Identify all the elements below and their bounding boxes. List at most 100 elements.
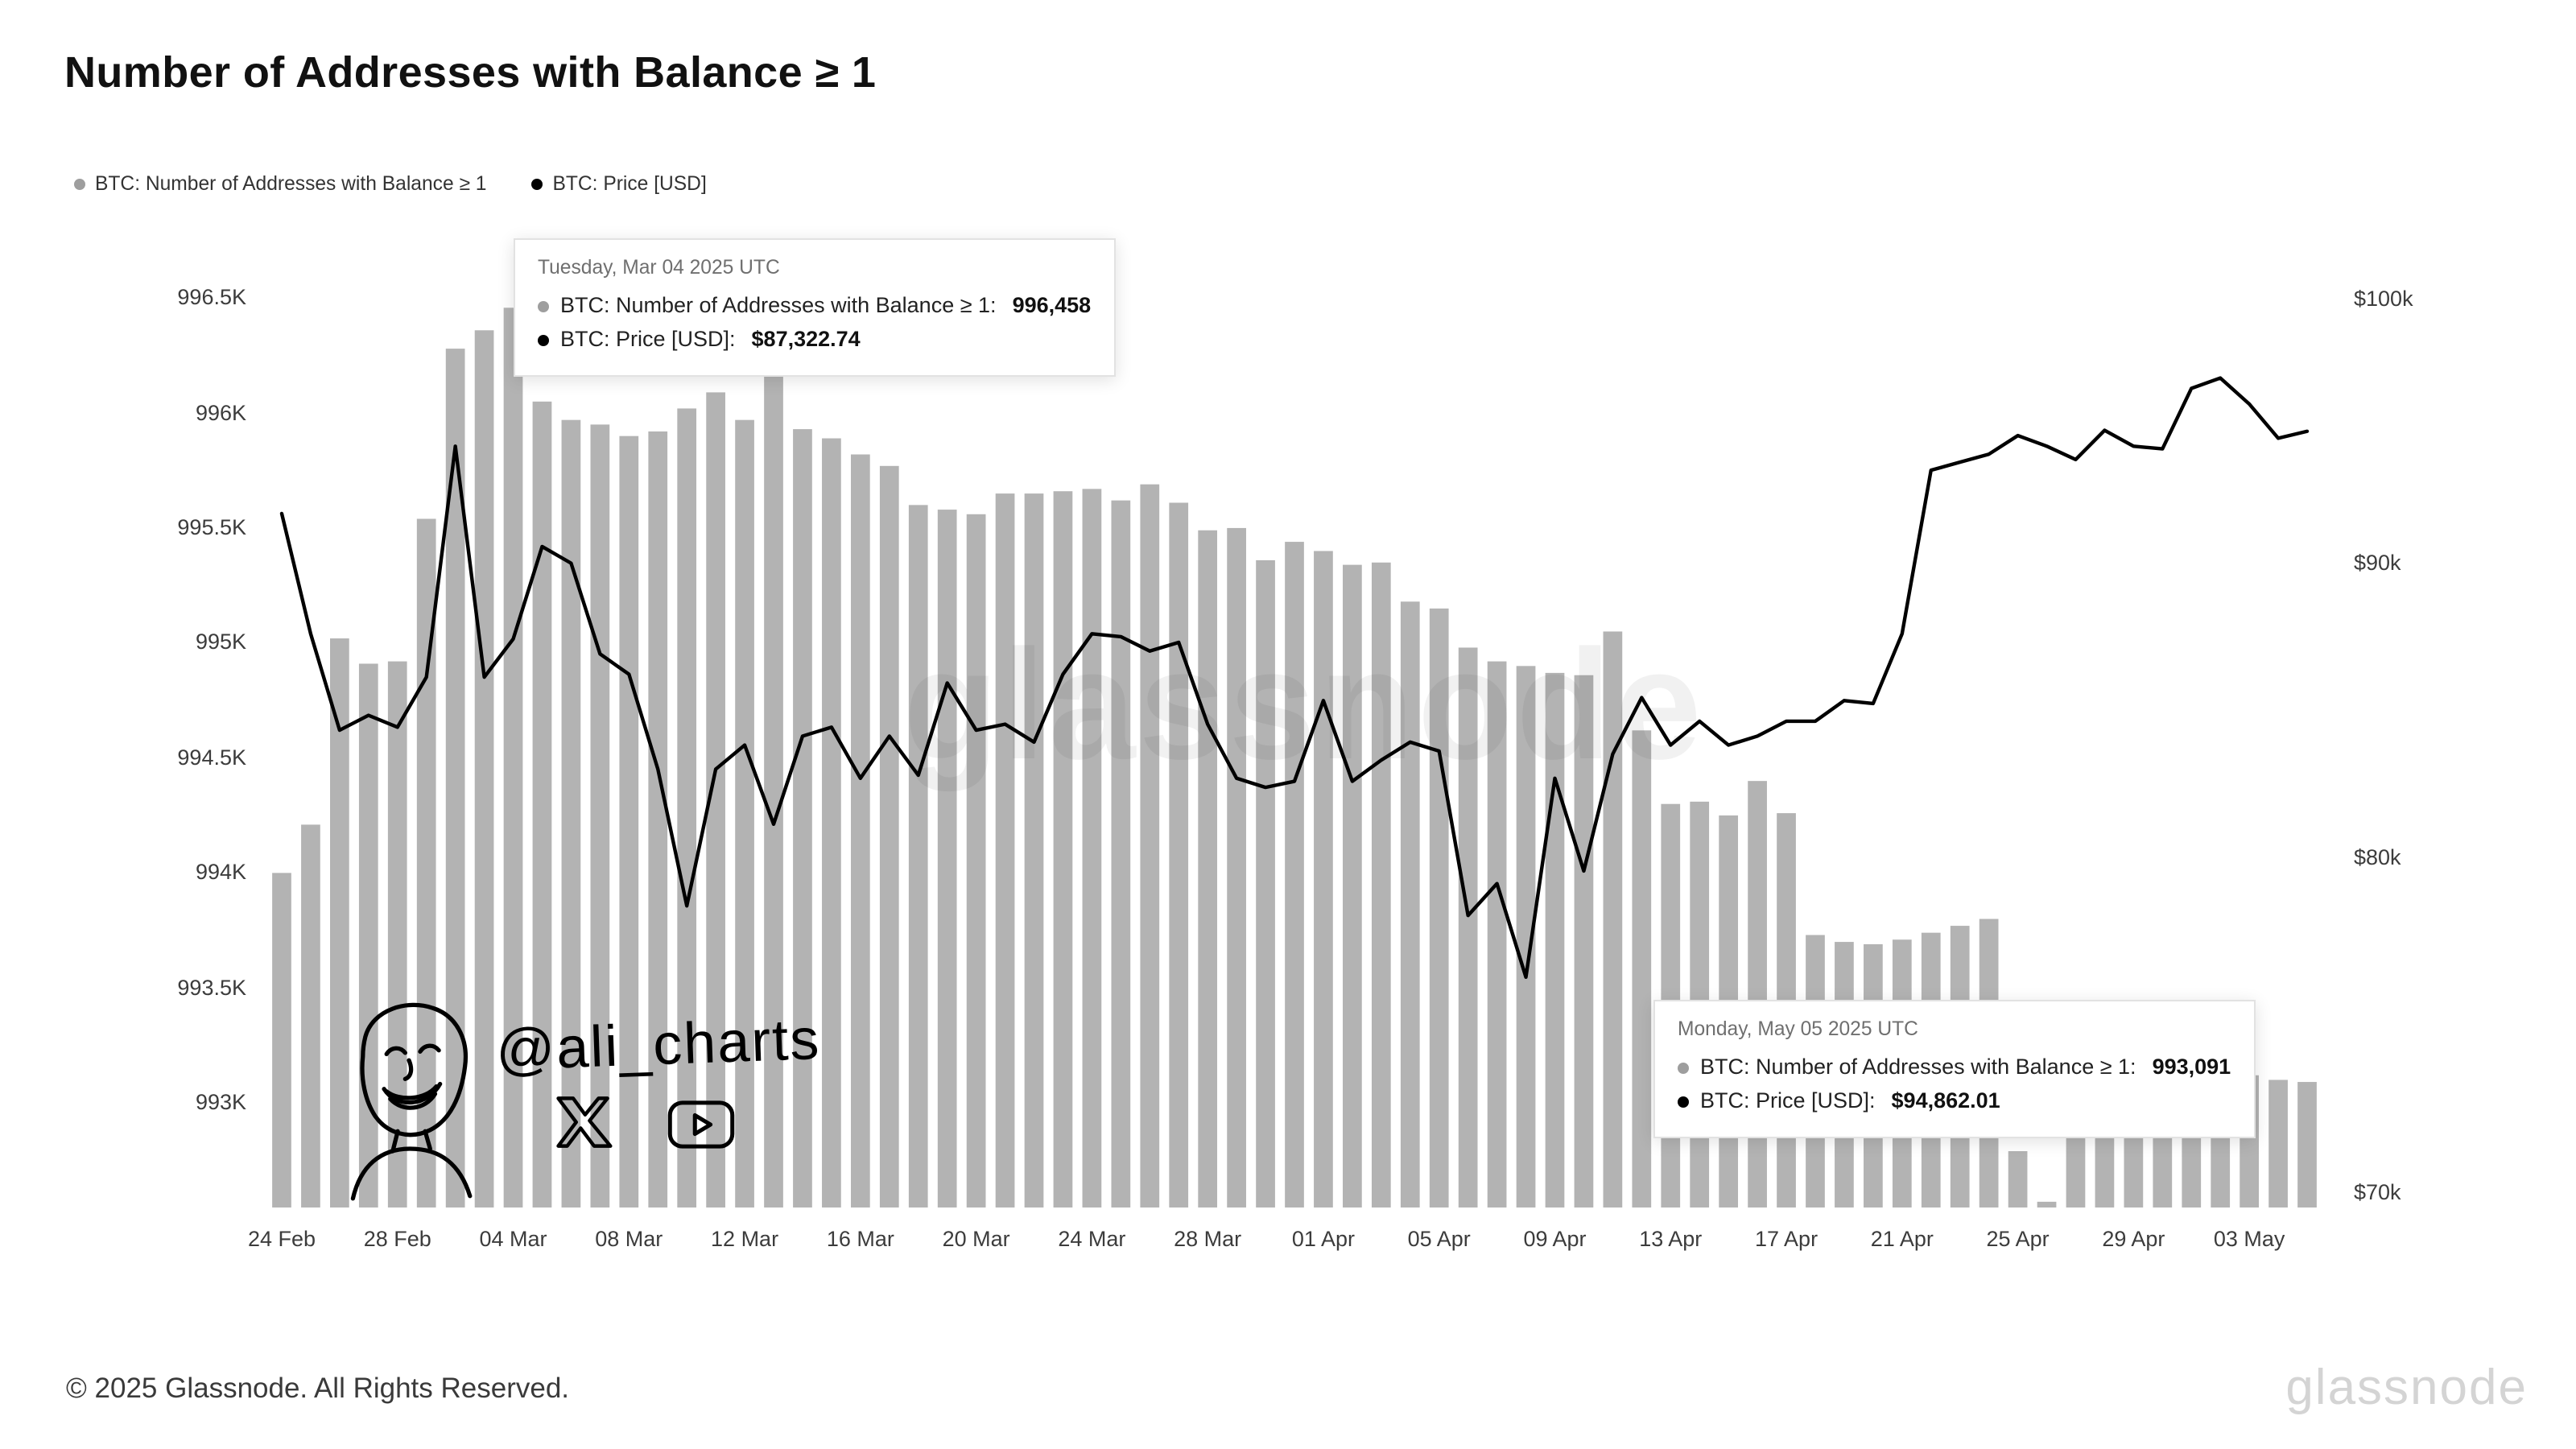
legend-dot-addresses-icon [74, 178, 85, 189]
bar [706, 392, 725, 1208]
axis-tick-label: 13 Apr [1639, 1227, 1703, 1251]
axis-tick-label: 994K [195, 860, 246, 885]
bar [561, 419, 581, 1208]
tooltip-date: Tuesday, Mar 04 2025 UTC [538, 256, 780, 279]
laughing-face-icon [350, 1002, 473, 1201]
bar [1343, 564, 1362, 1208]
bar [1400, 601, 1420, 1208]
axis-tick-label: $90k [2354, 550, 2401, 575]
tooltip-label: BTC: Price [USD]: [1700, 1088, 1876, 1113]
bar [735, 419, 754, 1208]
bar [764, 341, 783, 1208]
bar [2037, 1201, 2057, 1208]
axis-tick-label: 995.5K [177, 514, 246, 539]
bar [387, 661, 407, 1208]
axis-tick-label: 993.5K [177, 975, 246, 1000]
tooltip-label: BTC: Number of Addresses with Balance ≥ … [560, 293, 997, 317]
bar [416, 518, 436, 1208]
legend-item-addresses[interactable]: BTC: Number of Addresses with Balance ≥ … [74, 172, 486, 195]
bar [1574, 675, 1594, 1208]
axis-tick-label: $70k [2354, 1180, 2401, 1205]
x-logo-icon [556, 1096, 613, 1148]
bar [1487, 661, 1507, 1208]
tooltip-value: $87,322.74 [751, 326, 861, 351]
axis-tick-label: 04 Mar [479, 1227, 547, 1251]
bar [1227, 527, 1246, 1208]
axis-tick-label: 996.5K [177, 285, 246, 310]
bar [1140, 484, 1160, 1208]
bar [1024, 493, 1044, 1208]
legend-label-price: BTC: Price [USD] [552, 172, 707, 195]
series-dot-price-icon [1678, 1096, 1689, 1108]
tooltip-value: 993,091 [2152, 1055, 2231, 1079]
axis-tick-label: 09 Apr [1523, 1227, 1587, 1251]
bar [648, 431, 668, 1208]
axis-tick-label: 08 Mar [595, 1227, 663, 1251]
axis-tick-label: 995K [195, 630, 246, 654]
axis-tick-label: 17 Apr [1755, 1227, 1818, 1251]
page-title: Number of Addresses with Balance ≥ 1 [64, 48, 877, 97]
bar [272, 873, 291, 1208]
ali-charts-watermark: @ali_charts [316, 966, 847, 1224]
bar [1082, 489, 1102, 1208]
bar [908, 505, 928, 1208]
bar [532, 401, 552, 1208]
tooltip-label: BTC: Price [USD]: [560, 326, 736, 351]
series-dot-addresses-icon [538, 300, 549, 312]
bar [1603, 631, 1623, 1208]
bar [1256, 559, 1275, 1208]
axis-tick-label: 993K [195, 1090, 246, 1115]
bar [1748, 781, 1767, 1208]
bar [619, 436, 639, 1208]
bar [1458, 647, 1478, 1208]
bar [445, 349, 465, 1208]
series-dot-price-icon [538, 334, 549, 346]
axis-tick-label: 03 May [2213, 1227, 2285, 1251]
bar [590, 424, 610, 1208]
axis-tick-label: 24 Feb [247, 1227, 316, 1251]
legend-item-price[interactable]: BTC: Price [USD] [531, 172, 707, 195]
axis-tick-label: 12 Mar [711, 1227, 779, 1251]
tooltip-label: BTC: Number of Addresses with Balance ≥ … [1700, 1055, 2136, 1079]
bar [2008, 1151, 2028, 1208]
axis-tick-label: 29 Apr [2102, 1227, 2165, 1251]
axis-tick-label: 16 Mar [826, 1227, 894, 1251]
bar [966, 514, 986, 1208]
axis-tick-label: 24 Mar [1058, 1227, 1126, 1251]
tooltip-value: $94,862.01 [1891, 1088, 2000, 1113]
ali-charts-handle: @ali_charts [494, 1005, 822, 1084]
tooltip-row-addresses: BTC: Number of Addresses with Balance ≥ … [1678, 1051, 2231, 1085]
axis-tick-label: 05 Apr [1407, 1227, 1471, 1251]
bar [1632, 730, 1652, 1208]
bar [1285, 542, 1304, 1208]
bar [1198, 530, 1218, 1208]
tooltip-mar04: Tuesday, Mar 04 2025 UTC BTC: Number of … [514, 238, 1116, 377]
bar [995, 493, 1015, 1208]
copyright-text: © 2025 Glassnode. All Rights Reserved. [66, 1372, 570, 1404]
bar [330, 638, 349, 1208]
bar [850, 454, 870, 1208]
axis-tick-label: 25 Apr [1986, 1227, 2050, 1251]
bar [1545, 672, 1565, 1208]
bar [1371, 562, 1391, 1208]
bar [677, 408, 697, 1208]
axis-tick-label: 21 Apr [1870, 1227, 1934, 1251]
bar [822, 438, 841, 1208]
bar [1053, 491, 1073, 1208]
axis-tick-label: $80k [2354, 845, 2401, 870]
glassnode-footer-logo: glassnode [2285, 1359, 2528, 1415]
tooltip-row-price: BTC: Price [USD]: $94,862.01 [1678, 1085, 2231, 1119]
tooltip-may05: Monday, May 05 2025 UTC BTC: Number of A… [1653, 1000, 2256, 1138]
bar [474, 330, 494, 1208]
bar [793, 429, 812, 1208]
axis-tick-label: 20 Mar [942, 1227, 1010, 1251]
bar [1169, 502, 1189, 1208]
axis-tick-label: $100k [2354, 286, 2413, 311]
youtube-logo-icon [667, 1100, 735, 1149]
tooltip-date: Monday, May 05 2025 UTC [1678, 1018, 1918, 1040]
axis-tick-label: 996K [195, 400, 246, 425]
bar [503, 308, 523, 1208]
bar [1516, 666, 1536, 1208]
axis-tick-label: 01 Apr [1291, 1227, 1355, 1251]
